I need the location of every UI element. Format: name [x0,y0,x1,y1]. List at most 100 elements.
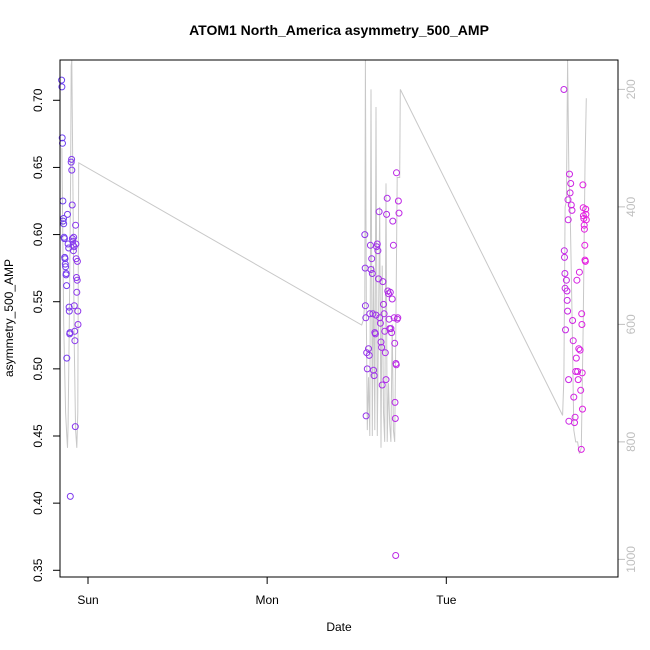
data-point [74,321,82,328]
data-point [392,361,400,369]
data-point [391,398,399,406]
data-point [68,201,76,209]
data-point [370,366,377,374]
data-point [391,415,399,422]
data-point [378,343,386,351]
x-tick-label: Mon [255,593,278,607]
data-point [383,194,391,202]
x-tick-label: Tue [436,593,457,607]
data-point [73,274,80,281]
data-point [63,354,71,362]
y-tick-label: 0.35 [31,558,45,582]
data-point [561,270,569,277]
data-point [562,326,569,334]
data-point [368,270,376,277]
data-point [370,372,378,380]
data-point [369,310,377,318]
data-point [68,155,76,163]
data-point [381,349,389,357]
data-point [563,287,571,295]
scatter-points [58,76,590,559]
data-point [368,255,376,263]
data-point [62,270,70,277]
data-point [574,376,582,384]
data-point [582,210,590,218]
data-point [576,346,584,354]
data-point [377,338,385,346]
data-point [70,302,78,310]
data-point [563,296,571,304]
data-point [365,345,372,353]
y2-tick-label: 600 [624,314,638,334]
data-point [380,310,388,318]
data-point [61,255,69,263]
chart-title: ATOM1 North_America asymmetry_500_AMP [189,22,489,38]
series-line [61,59,587,454]
data-point [566,189,574,197]
data-point [72,221,80,229]
data-point [582,205,590,213]
data-point [565,417,573,425]
data-point [560,86,568,93]
data-point [379,278,387,286]
data-point [376,319,384,327]
data-point [72,240,80,248]
data-point [65,307,73,315]
data-point [71,327,79,335]
data-point [578,310,586,318]
data-point [73,276,81,284]
data-point [373,243,381,251]
data-point [383,210,391,218]
x-tick-label: Sun [77,593,98,607]
y2-tick-label: 1000 [624,546,638,573]
data-point [73,288,81,296]
data-point [569,317,577,324]
data-point [367,266,375,273]
y-tick-label: 0.70 [31,88,45,112]
data-point [71,337,79,345]
data-point [58,83,66,91]
data-point [389,241,397,249]
data-point [361,231,369,239]
data-point [65,303,73,311]
data-point [580,225,588,233]
y-tick-label: 0.45 [31,424,45,448]
data-point [565,376,573,384]
data-point [562,276,570,284]
data-point [570,393,578,401]
data-point [394,314,402,322]
plot-frame [59,59,619,578]
data-point [393,169,400,177]
data-point [575,345,583,353]
data-point [572,354,580,362]
data-point [69,247,77,255]
data-point [577,386,585,394]
data-point [578,321,586,328]
data-point [560,247,568,255]
data-point [74,307,82,315]
data-point [388,295,396,303]
data-point [567,180,575,187]
data-point [573,276,581,284]
data-point [68,235,76,243]
data-point [579,181,587,189]
x-axis-label: Date [326,620,352,634]
data-point [561,253,568,261]
data-point [71,423,79,431]
data-point [70,233,78,241]
data-point [391,339,399,347]
data-point [62,263,70,271]
y-tick-label: 0.50 [31,357,45,381]
data-point [73,257,81,265]
data-point [388,329,396,337]
y-axis-label: asymmetry_500_AMP [2,259,16,377]
data-point [567,201,575,209]
data-point [387,325,395,333]
data-point [566,170,573,178]
data-point [68,166,76,174]
secondary-series-line [61,59,587,454]
data-point [365,351,373,359]
data-point [361,302,369,310]
data-point [386,288,394,296]
